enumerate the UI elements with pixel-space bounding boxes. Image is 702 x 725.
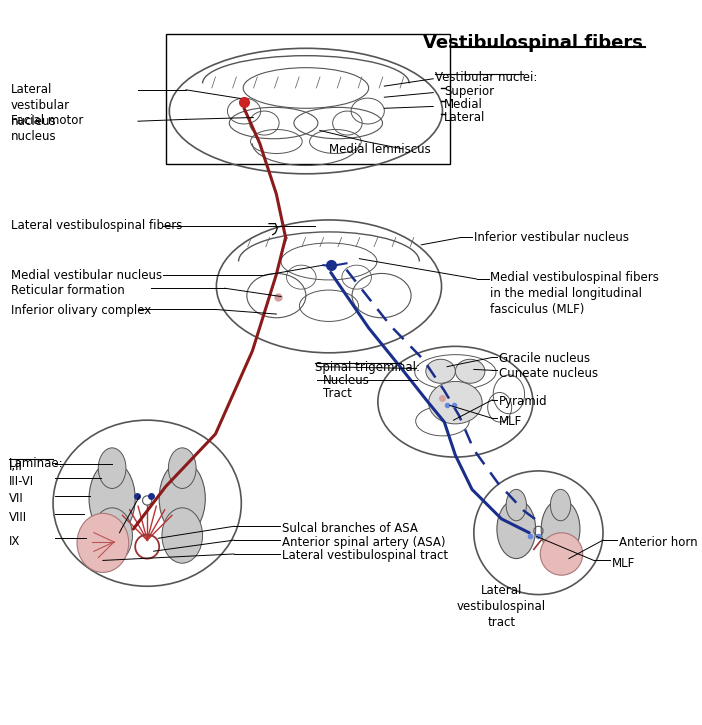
Ellipse shape [497,500,536,558]
Text: MLF: MLF [103,526,126,539]
Text: Inferior vestibular nucleus: Inferior vestibular nucleus [474,231,629,244]
Ellipse shape [89,462,135,536]
Ellipse shape [429,381,482,424]
Text: Spinal trigeminal:: Spinal trigeminal: [315,361,420,374]
Text: Lateral
vestibulospinal
tract: Lateral vestibulospinal tract [457,584,546,629]
Text: I,II: I,II [8,460,22,473]
Ellipse shape [541,533,583,575]
Ellipse shape [92,507,133,563]
Ellipse shape [159,462,205,536]
Text: Lateral: Lateral [444,111,486,124]
Text: Superior: Superior [444,86,494,98]
Text: Gracile nucleus: Gracile nucleus [498,352,590,365]
Text: Reticular formation: Reticular formation [11,283,124,297]
Ellipse shape [168,448,196,489]
Ellipse shape [162,507,203,563]
Text: MLF: MLF [498,415,522,428]
Text: Lateral vestibulospinal tract: Lateral vestibulospinal tract [282,550,448,563]
Text: VII: VII [8,492,24,505]
Ellipse shape [98,448,126,489]
Text: VIII: VIII [8,510,27,523]
Text: Pyramid: Pyramid [498,395,548,408]
Ellipse shape [550,489,571,521]
Text: Anterior spinal artery (ASA): Anterior spinal artery (ASA) [282,536,445,549]
Text: III-VI: III-VI [8,475,34,488]
Text: IX: IX [8,534,20,547]
Ellipse shape [506,489,526,521]
Text: Medial vestibular nucleus: Medial vestibular nucleus [11,269,161,282]
Ellipse shape [456,360,485,384]
Text: Medial: Medial [444,98,483,111]
Text: Tract: Tract [322,387,352,400]
Text: Facial motor
nucleus: Facial motor nucleus [11,114,83,143]
Text: Medial vestibulospinal fibers
in the medial longitudinal
fasciculus (MLF): Medial vestibulospinal fibers in the med… [491,270,659,315]
Text: Cuneate nucleus: Cuneate nucleus [498,367,598,380]
Text: Sulcal branches of ASA: Sulcal branches of ASA [282,522,418,534]
Text: Vestibular nuclei:: Vestibular nuclei: [435,71,538,84]
Text: Vestibulospinal fibers: Vestibulospinal fibers [423,35,643,52]
Text: Anterior horn: Anterior horn [618,536,697,549]
Text: Nucleus: Nucleus [322,374,369,387]
Ellipse shape [426,360,456,384]
Text: Laminae:: Laminae: [8,457,63,470]
Ellipse shape [541,500,580,558]
Text: Inferior olivary complex: Inferior olivary complex [11,304,151,317]
Text: MLF: MLF [612,557,635,570]
Text: Medial lemniscus: Medial lemniscus [329,144,431,157]
Text: Lateral vestibulospinal fibers: Lateral vestibulospinal fibers [11,219,182,232]
Ellipse shape [77,513,128,573]
Text: Lateral
vestibular
nucleus: Lateral vestibular nucleus [11,83,69,128]
